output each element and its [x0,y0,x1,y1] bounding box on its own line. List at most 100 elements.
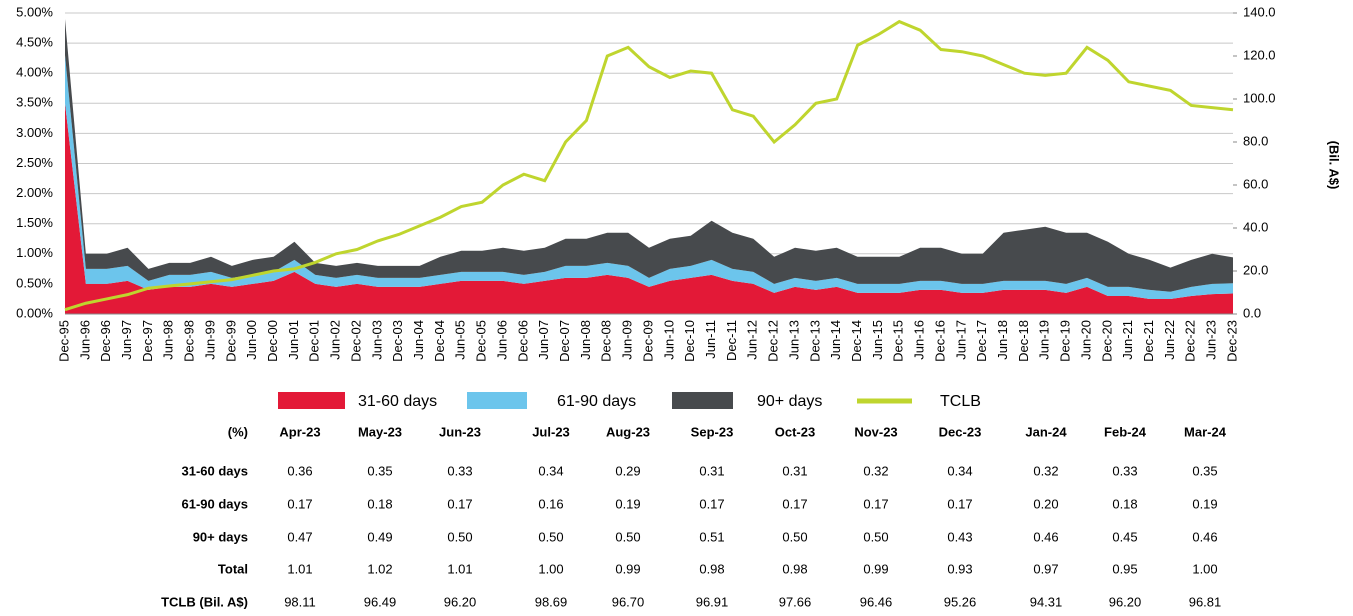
x-tick-label: Jun-02 [328,320,343,360]
legend-swatch [467,392,527,409]
table-cell: 0.17 [447,496,472,511]
x-tick-label: Dec-16 [932,320,947,362]
x-tick-label: Jun-13 [786,320,801,360]
area [65,19,1233,292]
table-header: (%) [228,424,248,439]
table-header: May-23 [358,424,402,439]
legend-label: 61-90 days [557,393,636,410]
table-cell: 98.11 [284,594,316,609]
table-cell: 0.50 [782,529,807,544]
x-tick-label: Dec-15 [891,320,906,362]
y-tick-label: 3.50% [16,95,53,110]
x-tick-label: Dec-99 [223,320,238,362]
table-cell: 0.97 [1033,561,1058,576]
table-cell: 0.20 [1033,496,1058,511]
table-cell: 0.35 [1192,463,1217,478]
y-tick-label: 2.50% [16,155,53,170]
table-cell: 0.51 [699,529,724,544]
x-tick-label: Jun-09 [620,320,635,360]
x-tick-label: Dec-01 [307,320,322,362]
y-tick-label: 3.00% [16,125,53,140]
x-tick-label: Dec-11 [724,320,739,361]
table-header: Jun-23 [439,424,481,439]
table-header: Dec-23 [939,424,982,439]
table-cell: 0.19 [1192,496,1217,511]
table-cell: 0.50 [447,529,472,544]
x-tick-label: Jun-21 [1120,320,1135,360]
row-label: Total [218,561,248,576]
table-header: Apr-23 [279,424,320,439]
table-cell: 0.50 [615,529,640,544]
legend-swatch [672,392,733,409]
table-cell: 0.93 [947,561,972,576]
table-header: Jul-23 [532,424,570,439]
x-tick-label: Dec-05 [474,320,489,362]
table-cell: 0.18 [367,496,392,511]
y-tick-label: 4.50% [16,35,53,50]
table-cell: 96.20 [1109,594,1142,609]
table-header: Oct-23 [775,424,815,439]
table-cell: 0.35 [367,463,392,478]
table-header: Mar-24 [1184,424,1227,439]
table-cell: 0.31 [699,463,724,478]
table-cell: 96.81 [1189,594,1222,609]
x-tick-label: Jun-12 [745,320,760,360]
table-cell: 1.01 [447,561,472,576]
table-header: Sep-23 [691,424,734,439]
legend-label: 31-60 days [358,393,437,410]
x-tick-label: Dec-22 [1183,320,1198,362]
x-tick-label: Dec-02 [348,320,363,362]
x-tick-label: Jun-14 [828,320,843,360]
table-cell: 97.66 [779,594,812,609]
x-tick-label: Jun-16 [912,320,927,360]
x-tick-label: Dec-20 [1099,320,1114,362]
table-cell: 0.99 [615,561,640,576]
table-cell: 0.17 [863,496,888,511]
x-tick-label: Jun-22 [1162,320,1177,360]
x-tick-label: Jun-17 [953,320,968,360]
table-cell: 96.46 [860,594,893,609]
table-cell: 0.34 [947,463,972,478]
y-tick-label: 2.00% [16,185,53,200]
x-tick-label: Dec-18 [1016,320,1031,362]
x-tick-label: Jun-11 [703,320,718,359]
table-cell: 0.29 [615,463,640,478]
y2-tick-label: 120.0 [1243,47,1276,62]
x-tick-label: Jun-98 [161,320,176,360]
x-tick-label: Dec-13 [807,320,822,362]
x-tick-label: Dec-14 [849,320,864,362]
table-cell: 0.43 [947,529,972,544]
table-cell: 0.18 [1112,496,1137,511]
x-tick-label: Dec-10 [682,320,697,362]
table-cell: 96.20 [444,594,477,609]
table-cell: 94.31 [1030,594,1063,609]
x-tick-label: Jun-05 [453,320,468,360]
y2-tick-label: 20.0 [1243,262,1268,277]
table-cell: 1.00 [538,561,563,576]
table-cell: 0.49 [367,529,392,544]
table-header: Nov-23 [854,424,897,439]
x-tick-label: Dec-09 [640,320,655,362]
area [65,103,1233,314]
x-tick-label: Dec-96 [98,320,113,362]
x-tick-label: Jun-01 [286,320,301,360]
y2-tick-label: 100.0 [1243,90,1276,105]
x-tick-label: Jun-20 [1078,320,1093,360]
table-cell: 0.33 [447,463,472,478]
y-tick-label: 4.00% [16,65,53,80]
y-tick-label: 0.00% [16,305,53,320]
x-tick-label: Dec-17 [974,320,989,362]
x-tick-label: Jun-08 [578,320,593,360]
table-cell: 0.98 [782,561,807,576]
x-tick-label: Dec-07 [557,320,572,362]
table-cell: 0.45 [1112,529,1137,544]
x-tick-label: Jun-07 [536,320,551,360]
x-tick-label: Jun-03 [369,320,384,360]
x-tick-label: Jun-06 [494,320,509,360]
table-cell: 0.50 [538,529,563,544]
table-cell: 1.02 [367,561,392,576]
table-cell: 96.49 [364,594,397,609]
y-tick-label: 5.00% [16,4,53,19]
x-tick-label: Dec-21 [1141,320,1156,362]
row-label: 90+ days [193,529,248,544]
